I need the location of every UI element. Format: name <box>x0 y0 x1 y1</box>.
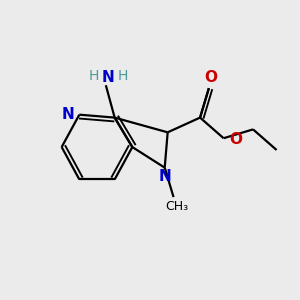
Text: O: O <box>229 132 242 147</box>
Text: CH₃: CH₃ <box>165 200 188 213</box>
Text: H: H <box>118 69 128 83</box>
Text: O: O <box>204 70 217 85</box>
Text: N: N <box>61 107 74 122</box>
Text: N: N <box>102 70 115 85</box>
Text: H: H <box>88 69 99 83</box>
Text: N: N <box>158 169 171 184</box>
